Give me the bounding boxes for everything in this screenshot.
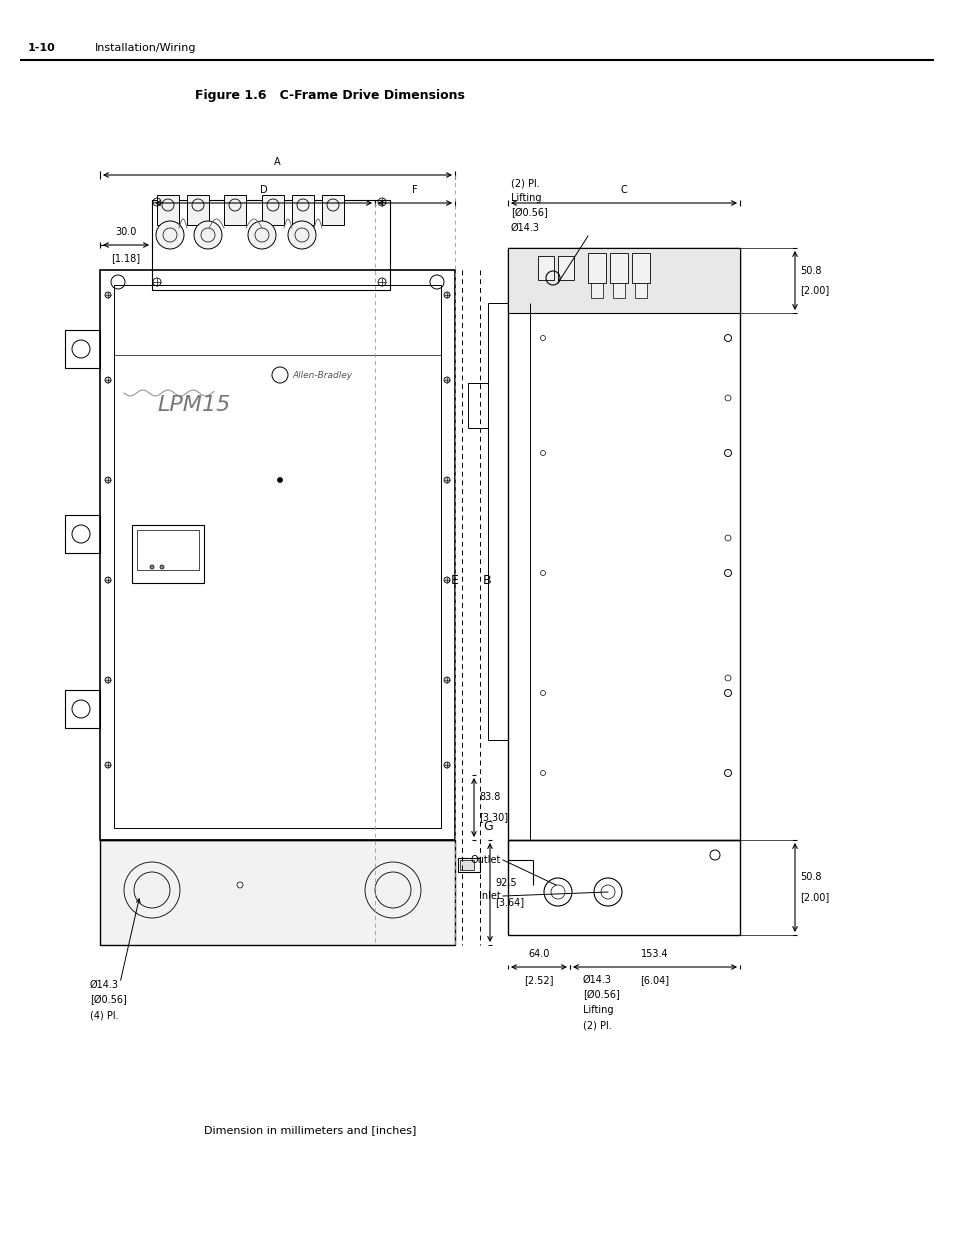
Text: [3.30]: [3.30] [478,813,508,823]
Text: Ø14.3: Ø14.3 [90,981,119,990]
Circle shape [105,291,111,298]
Text: [3.64]: [3.64] [495,898,523,908]
Text: [2.00]: [2.00] [800,285,828,295]
Bar [587,253,605,283]
Circle shape [150,564,153,569]
Text: 83.8: 83.8 [478,793,500,803]
Bar [322,195,344,225]
Circle shape [160,564,164,569]
Bar [507,840,740,935]
Circle shape [105,762,111,768]
Text: [2.00]: [2.00] [800,893,828,903]
Bar [137,530,199,571]
Circle shape [443,677,450,683]
Text: Ø14.3: Ø14.3 [582,974,612,986]
Text: Outlet: Outlet [470,855,500,864]
Text: Lifting: Lifting [511,193,541,203]
Bar [457,858,479,872]
Text: D: D [259,185,267,195]
Bar [132,525,204,583]
Text: 30.0: 30.0 [115,227,136,237]
Text: Inlet: Inlet [478,890,500,902]
Bar [65,515,100,553]
Circle shape [193,221,222,249]
Circle shape [105,477,111,483]
Text: [1.18]: [1.18] [112,253,140,263]
Bar [65,330,100,368]
Text: E: E [451,573,458,587]
Text: 50.8: 50.8 [800,266,821,275]
Circle shape [105,377,111,383]
Text: [Ø0.56]: [Ø0.56] [582,990,619,1000]
Bar [635,283,646,298]
Circle shape [248,221,275,249]
Text: (4) Pl.: (4) Pl. [90,1010,118,1020]
Circle shape [443,477,450,483]
Circle shape [288,221,315,249]
Bar [507,248,740,312]
Text: (2) Pl.: (2) Pl. [582,1020,611,1030]
Bar [152,200,390,290]
Circle shape [277,478,282,483]
Bar [113,285,440,827]
Text: 1-10: 1-10 [28,43,55,53]
Text: G: G [482,820,493,834]
Text: Allen-Bradley: Allen-Bradley [292,370,352,379]
Bar [537,256,554,280]
Text: [Ø0.56]: [Ø0.56] [90,995,127,1005]
Circle shape [133,872,170,908]
Text: Figure 1.6   C-Frame Drive Dimensions: Figure 1.6 C-Frame Drive Dimensions [194,89,464,101]
Bar [65,690,100,727]
Bar [157,195,179,225]
Bar [590,283,602,298]
Text: Installation/Wiring: Installation/Wiring [95,43,196,53]
Circle shape [105,677,111,683]
Text: F: F [412,185,417,195]
Circle shape [443,577,450,583]
Text: B: B [482,573,491,587]
Circle shape [443,377,450,383]
Circle shape [105,577,111,583]
Bar [187,195,209,225]
Circle shape [156,221,184,249]
Text: 153.4: 153.4 [640,948,668,960]
Bar [262,195,284,225]
Bar [459,860,474,869]
Circle shape [443,291,450,298]
Text: [2.52]: [2.52] [524,974,553,986]
Text: Dimension in millimeters and [inches]: Dimension in millimeters and [inches] [204,1125,416,1135]
Bar [631,253,649,283]
Text: 64.0: 64.0 [528,948,549,960]
Bar [100,270,455,840]
Text: 92.5: 92.5 [495,878,517,888]
Bar [100,840,455,945]
Circle shape [375,872,411,908]
Bar [609,253,627,283]
Bar [507,248,740,840]
Text: (2) Pl.: (2) Pl. [511,178,539,188]
Text: [6.04]: [6.04] [639,974,669,986]
Text: 50.8: 50.8 [800,872,821,883]
Text: C: C [620,185,627,195]
Text: LPM15: LPM15 [157,395,231,415]
Bar [292,195,314,225]
Text: Lifting: Lifting [582,1005,613,1015]
Bar [224,195,246,225]
Bar [558,256,574,280]
Circle shape [443,762,450,768]
Text: [Ø0.56]: [Ø0.56] [511,207,547,219]
Bar [613,283,624,298]
Bar [468,383,488,429]
Text: Ø14.3: Ø14.3 [511,224,539,233]
Text: A: A [274,157,280,167]
